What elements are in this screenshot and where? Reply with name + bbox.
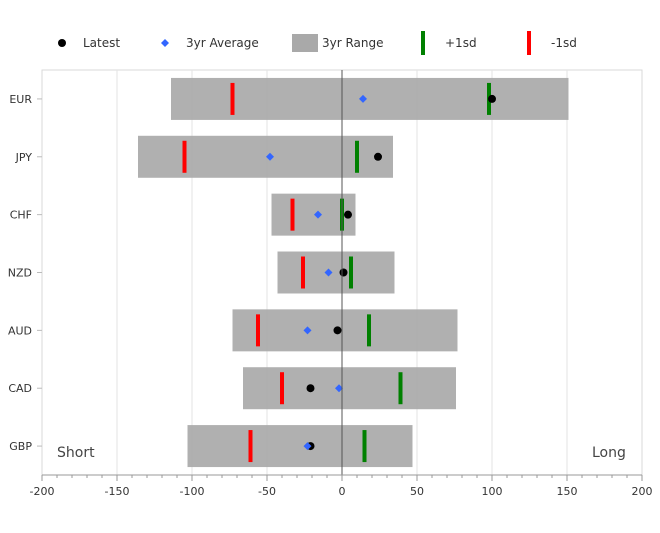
plus-sd-mark-jpy [355, 140, 359, 173]
average-point-chf [314, 210, 322, 219]
category-label: NZD [8, 267, 32, 280]
x-tick-label: -100 [180, 485, 205, 498]
legend-label: Latest [83, 36, 120, 50]
latest-point-nzd [339, 268, 348, 277]
average-point-nzd [324, 268, 333, 277]
legend-item-minus_sd: -1sd [527, 31, 577, 55]
plus-sd-mark-aud [367, 314, 371, 347]
latest-point-jpy [374, 152, 382, 161]
legend-line-icon [527, 31, 531, 55]
latest-point-chf [344, 210, 352, 219]
legend-square-icon [292, 34, 318, 52]
average-point-eur [359, 94, 367, 103]
x-tick-label: 150 [557, 485, 578, 498]
long-label: Long [592, 445, 626, 461]
category-label: CHF [10, 209, 32, 222]
range-bar-gbp [187, 425, 413, 468]
plus-sd-mark-cad [398, 372, 403, 405]
latest-point-aud [333, 326, 342, 335]
legend-item-range: 3yr Range [292, 34, 384, 52]
legend-label: 3yr Average [186, 36, 259, 50]
category-label: EUR [9, 93, 32, 106]
plus-sd-mark-nzd [349, 256, 353, 289]
legend-circle-icon [58, 39, 66, 47]
range-bar-jpy [138, 135, 393, 178]
range-bar-nzd [277, 251, 395, 294]
legend-label: +1sd [445, 36, 477, 50]
x-tick-label: 100 [482, 485, 503, 498]
minus-sd-mark-chf [290, 198, 295, 231]
short-label: Short [57, 445, 95, 461]
average-point-jpy [266, 152, 274, 161]
bars [138, 77, 569, 468]
legend-item-avg: 3yr Average [161, 36, 259, 50]
x-tick-label: -50 [258, 485, 276, 498]
minus-sd-mark-jpy [182, 140, 187, 173]
minus-sd-mark-aud [256, 314, 260, 347]
range-bar-eur [171, 77, 569, 120]
range-bar-aud [232, 309, 458, 352]
plus-sd-mark-gbp [362, 430, 367, 463]
category-label: GBP [9, 440, 32, 453]
minus-sd-mark-cad [280, 372, 284, 405]
legend-line-icon [421, 31, 425, 55]
x-tick-label: -150 [105, 485, 130, 498]
average-point-aud [303, 326, 312, 335]
minus-sd-mark-nzd [301, 256, 305, 289]
legend-item-plus_sd: +1sd [421, 31, 477, 55]
legend: Latest 3yr Average 3yr Range +1sd -1sd [58, 31, 577, 55]
minus-sd-mark-gbp [248, 430, 253, 463]
latest-point-eur [488, 94, 496, 103]
category-label: JPY [15, 151, 33, 164]
x-tick-label: 0 [339, 485, 346, 498]
axes: EUR JPY CHF NZD AUD CAD GBP -200 -150 -100 -50 0 50 1… [8, 70, 653, 498]
legend-item-latest: Latest [58, 36, 120, 50]
legend-label: -1sd [551, 36, 577, 50]
range-bar-cad [243, 367, 456, 410]
legend-label: 3yr Range [322, 36, 384, 50]
average-point-cad [335, 384, 343, 393]
x-tick-label: 50 [410, 485, 424, 498]
legend-diamond-icon [161, 39, 169, 47]
x-tick-label: 200 [632, 485, 653, 498]
x-tick-label: -200 [30, 485, 55, 498]
category-label: CAD [8, 382, 32, 395]
average-point-gbp [303, 442, 312, 451]
latest-point-cad [306, 384, 315, 393]
category-label: AUD [8, 324, 32, 337]
minus-sd-mark-eur [230, 82, 235, 115]
